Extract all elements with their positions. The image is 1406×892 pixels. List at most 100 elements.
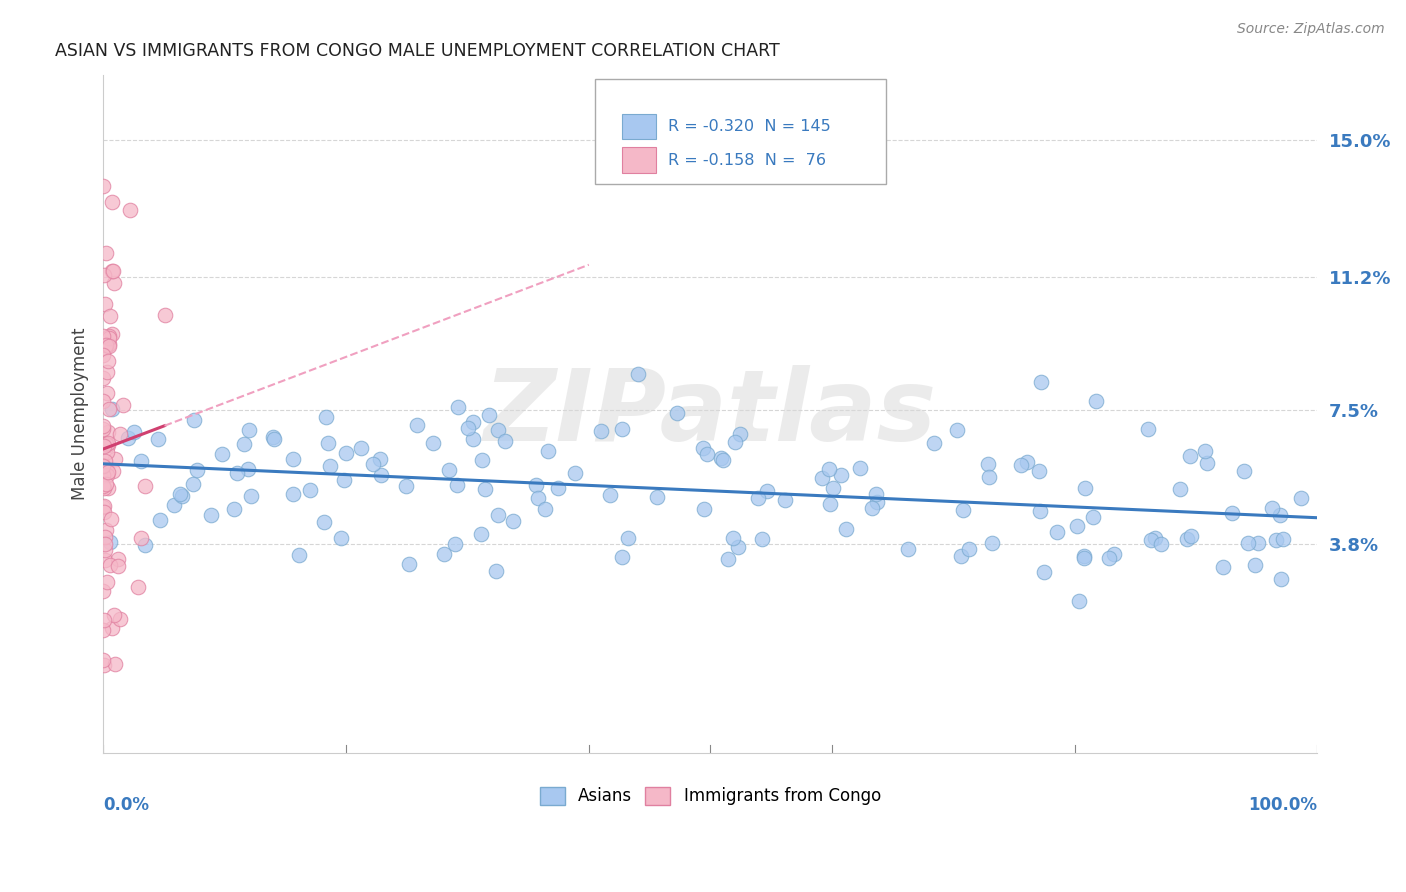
Point xyxy=(977,457,1000,471)
Point xyxy=(616,532,638,546)
Point xyxy=(1264,533,1286,548)
Point xyxy=(181,477,204,491)
Point xyxy=(134,479,156,493)
Point xyxy=(94,454,117,468)
Point xyxy=(97,481,120,495)
Point xyxy=(100,512,122,526)
Text: ASIAN VS IMMIGRANTS FROM CONGO MALE UNEMPLOYMENT CORRELATION CHART: ASIAN VS IMMIGRANTS FROM CONGO MALE UNEM… xyxy=(55,42,779,60)
Point xyxy=(945,423,967,437)
Point xyxy=(103,608,125,623)
Point xyxy=(494,434,516,448)
Point xyxy=(94,523,117,537)
Point xyxy=(952,503,974,517)
Point xyxy=(866,495,889,509)
Point xyxy=(93,481,115,495)
Point xyxy=(103,464,125,478)
Point xyxy=(897,542,920,557)
Point xyxy=(1212,559,1234,574)
Point xyxy=(94,463,117,477)
Point xyxy=(1233,464,1256,478)
Point xyxy=(981,536,1004,550)
Point xyxy=(599,487,621,501)
Point xyxy=(533,501,555,516)
Point xyxy=(288,548,311,562)
Point xyxy=(118,202,141,217)
Point xyxy=(564,467,586,481)
Point xyxy=(370,467,392,482)
Point xyxy=(457,421,479,435)
Point xyxy=(626,367,648,381)
Point xyxy=(262,430,284,444)
Point xyxy=(97,436,120,450)
Point xyxy=(98,330,121,344)
Point xyxy=(100,264,122,278)
Point xyxy=(730,426,752,441)
Point xyxy=(93,543,115,558)
Point xyxy=(1074,481,1097,495)
Point xyxy=(101,327,124,342)
Point xyxy=(446,478,468,492)
Point xyxy=(591,424,613,438)
Legend: Asians, Immigrants from Congo: Asians, Immigrants from Congo xyxy=(533,780,887,812)
Point xyxy=(129,454,152,468)
Point xyxy=(93,584,115,599)
Point xyxy=(747,491,769,505)
Point xyxy=(751,532,773,546)
Point xyxy=(96,467,118,482)
Point xyxy=(91,653,114,667)
Point xyxy=(148,513,170,527)
Point xyxy=(1033,565,1056,579)
Point xyxy=(94,245,117,260)
Point xyxy=(96,476,118,491)
Point xyxy=(1194,444,1216,458)
Point xyxy=(406,417,429,432)
Text: Source: ZipAtlas.com: Source: ZipAtlas.com xyxy=(1237,22,1385,37)
Point xyxy=(98,535,121,549)
Point xyxy=(1137,422,1160,436)
Y-axis label: Male Unemployment: Male Unemployment xyxy=(72,327,89,500)
Point xyxy=(1066,519,1088,533)
Point xyxy=(1073,551,1095,566)
Point xyxy=(1015,455,1038,469)
Point xyxy=(422,435,444,450)
Point xyxy=(333,473,356,487)
Point xyxy=(610,549,633,564)
Text: R = -0.158  N =  76: R = -0.158 N = 76 xyxy=(668,153,825,168)
Point xyxy=(263,432,285,446)
Point xyxy=(153,308,176,322)
Point xyxy=(711,453,734,467)
Point xyxy=(696,447,718,461)
Point xyxy=(527,491,550,506)
Point xyxy=(818,497,841,511)
Point xyxy=(104,657,127,671)
Point xyxy=(96,365,118,379)
Point xyxy=(107,551,129,566)
Point xyxy=(693,502,716,516)
Point xyxy=(91,348,114,362)
Point xyxy=(97,465,120,479)
FancyBboxPatch shape xyxy=(595,78,886,184)
Point xyxy=(665,406,688,420)
FancyBboxPatch shape xyxy=(621,113,655,139)
Point xyxy=(716,552,738,566)
Point xyxy=(146,433,169,447)
Point xyxy=(103,276,125,290)
Point xyxy=(830,468,852,483)
Point xyxy=(1083,510,1105,524)
Point xyxy=(368,452,391,467)
Point xyxy=(91,371,114,385)
Point xyxy=(91,418,114,433)
Point xyxy=(1272,532,1295,546)
Point xyxy=(94,341,117,355)
Point xyxy=(91,478,114,492)
Point xyxy=(101,621,124,635)
Point xyxy=(957,542,980,557)
Point xyxy=(1178,449,1201,463)
Point xyxy=(977,470,1000,484)
Point xyxy=(471,453,494,467)
Point xyxy=(299,483,322,498)
Point xyxy=(103,264,125,278)
Point xyxy=(1067,594,1090,608)
Point xyxy=(94,338,117,352)
Point xyxy=(134,538,156,552)
